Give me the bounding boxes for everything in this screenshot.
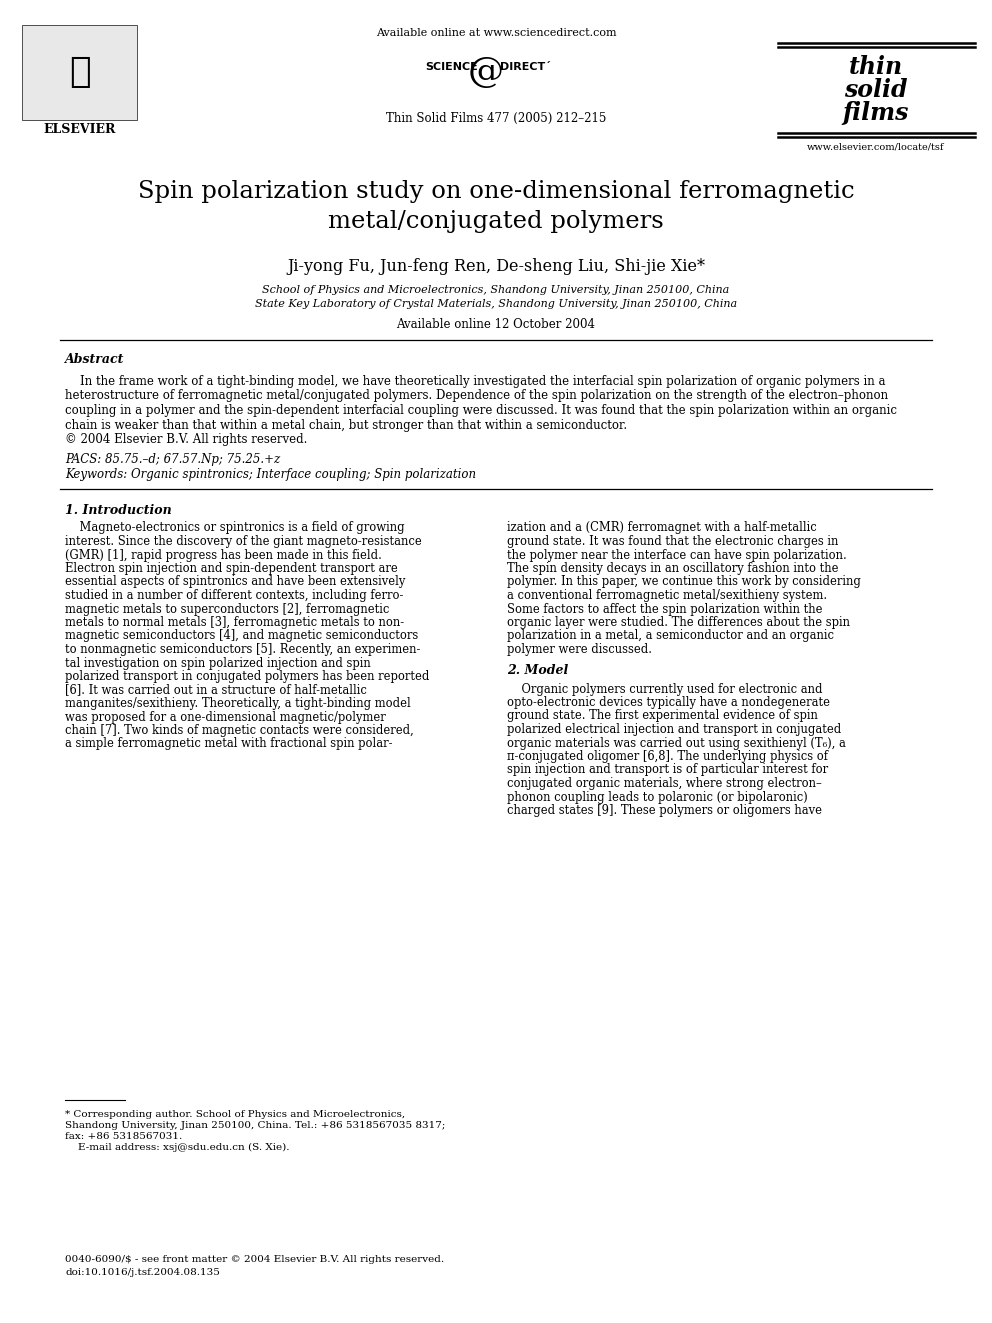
Text: 2. Model: 2. Model bbox=[507, 664, 568, 677]
Text: chain is weaker than that within a metal chain, but stronger than that within a : chain is weaker than that within a metal… bbox=[65, 418, 627, 431]
Text: Available online at www.sciencedirect.com: Available online at www.sciencedirect.co… bbox=[376, 28, 616, 38]
Text: organic layer were studied. The differences about the spin: organic layer were studied. The differen… bbox=[507, 617, 850, 628]
Text: In the frame work of a tight-binding model, we have theoretically investigated t: In the frame work of a tight-binding mod… bbox=[65, 374, 886, 388]
Text: manganites/sexithieny. Theoretically, a tight-binding model: manganites/sexithieny. Theoretically, a … bbox=[65, 697, 411, 710]
Text: magnetic metals to superconductors [2], ferromagnetic: magnetic metals to superconductors [2], … bbox=[65, 602, 390, 615]
Text: opto-electronic devices typically have a nondegenerate: opto-electronic devices typically have a… bbox=[507, 696, 830, 709]
Text: Thin Solid Films 477 (2005) 212–215: Thin Solid Films 477 (2005) 212–215 bbox=[386, 112, 606, 124]
Text: © 2004 Elsevier B.V. All rights reserved.: © 2004 Elsevier B.V. All rights reserved… bbox=[65, 433, 308, 446]
Text: (GMR) [1], rapid progress has been made in this field.: (GMR) [1], rapid progress has been made … bbox=[65, 549, 382, 561]
Text: polarized electrical injection and transport in conjugated: polarized electrical injection and trans… bbox=[507, 722, 841, 736]
Text: a simple ferromagnetic metal with fractional spin polar-: a simple ferromagnetic metal with fracti… bbox=[65, 737, 393, 750]
Text: ground state. The first experimental evidence of spin: ground state. The first experimental evi… bbox=[507, 709, 817, 722]
Text: doi:10.1016/j.tsf.2004.08.135: doi:10.1016/j.tsf.2004.08.135 bbox=[65, 1267, 220, 1277]
Text: the polymer near the interface can have spin polarization.: the polymer near the interface can have … bbox=[507, 549, 847, 561]
Text: was proposed for a one-dimensional magnetic/polymer: was proposed for a one-dimensional magne… bbox=[65, 710, 386, 724]
Text: polarized transport in conjugated polymers has been reported: polarized transport in conjugated polyme… bbox=[65, 669, 430, 683]
Text: E-mail address: xsj@sdu.edu.cn (S. Xie).: E-mail address: xsj@sdu.edu.cn (S. Xie). bbox=[65, 1143, 290, 1152]
Text: Available online 12 October 2004: Available online 12 October 2004 bbox=[397, 318, 595, 331]
Text: Magneto-electronics or spintronics is a field of growing: Magneto-electronics or spintronics is a … bbox=[65, 521, 405, 534]
Text: to nonmagnetic semiconductors [5]. Recently, an experimen-: to nonmagnetic semiconductors [5]. Recen… bbox=[65, 643, 421, 656]
Text: * Corresponding author. School of Physics and Microelectronics,: * Corresponding author. School of Physic… bbox=[65, 1110, 405, 1119]
Text: phonon coupling leads to polaronic (or bipolaronic): phonon coupling leads to polaronic (or b… bbox=[507, 791, 807, 803]
Text: studied in a number of different contexts, including ferro-: studied in a number of different context… bbox=[65, 589, 404, 602]
Text: [6]. It was carried out in a structure of half-metallic: [6]. It was carried out in a structure o… bbox=[65, 684, 367, 696]
Text: magnetic semiconductors [4], and magnetic semiconductors: magnetic semiconductors [4], and magneti… bbox=[65, 630, 419, 643]
Text: 1. Introduction: 1. Introduction bbox=[65, 504, 172, 516]
Text: Keywords: Organic spintronics; Interface coupling; Spin polarization: Keywords: Organic spintronics; Interface… bbox=[65, 468, 476, 482]
Text: conjugated organic materials, where strong electron–: conjugated organic materials, where stro… bbox=[507, 777, 821, 790]
Text: polarization in a metal, a semiconductor and an organic: polarization in a metal, a semiconductor… bbox=[507, 630, 834, 643]
Text: Some factors to affect the spin polarization within the: Some factors to affect the spin polariza… bbox=[507, 602, 822, 615]
Text: Organic polymers currently used for electronic and: Organic polymers currently used for elec… bbox=[507, 683, 822, 696]
Text: metals to normal metals [3], ferromagnetic metals to non-: metals to normal metals [3], ferromagnet… bbox=[65, 617, 404, 628]
Text: spin injection and transport is of particular interest for: spin injection and transport is of parti… bbox=[507, 763, 828, 777]
Text: π-conjugated oligomer [6,8]. The underlying physics of: π-conjugated oligomer [6,8]. The underly… bbox=[507, 750, 828, 763]
Text: State Key Laboratory of Crystal Materials, Shandong University, Jinan 250100, Ch: State Key Laboratory of Crystal Material… bbox=[255, 299, 737, 310]
Text: Shandong University, Jinan 250100, China. Tel.: +86 5318567035 8317;: Shandong University, Jinan 250100, China… bbox=[65, 1121, 445, 1130]
Text: organic materials was carried out using sexithienyl (T₆), a: organic materials was carried out using … bbox=[507, 737, 846, 750]
Text: ground state. It was found that the electronic charges in: ground state. It was found that the elec… bbox=[507, 534, 838, 548]
Text: Electron spin injection and spin-dependent transport are: Electron spin injection and spin-depende… bbox=[65, 562, 398, 576]
Text: polymer. In this paper, we continue this work by considering: polymer. In this paper, we continue this… bbox=[507, 576, 861, 589]
Text: essential aspects of spintronics and have been extensively: essential aspects of spintronics and hav… bbox=[65, 576, 406, 589]
Text: ELSEVIER: ELSEVIER bbox=[44, 123, 116, 136]
FancyBboxPatch shape bbox=[22, 25, 137, 120]
Text: thin
solid
films: thin solid films bbox=[843, 56, 910, 126]
Text: tal investigation on spin polarized injection and spin: tal investigation on spin polarized inje… bbox=[65, 656, 371, 669]
Text: School of Physics and Microelectronics, Shandong University, Jinan 250100, China: School of Physics and Microelectronics, … bbox=[262, 284, 730, 295]
Text: Spin polarization study on one-dimensional ferromagnetic: Spin polarization study on one-dimension… bbox=[138, 180, 854, 202]
Text: a conventional ferromagnetic metal/sexithieny system.: a conventional ferromagnetic metal/sexit… bbox=[507, 589, 827, 602]
Text: ization and a (CMR) ferromagnet with a half-metallic: ization and a (CMR) ferromagnet with a h… bbox=[507, 521, 816, 534]
Text: SCIENCE: SCIENCE bbox=[425, 62, 478, 71]
Text: interest. Since the discovery of the giant magneto-resistance: interest. Since the discovery of the gia… bbox=[65, 534, 422, 548]
Text: chain [7]. Two kinds of magnetic contacts were considered,: chain [7]. Two kinds of magnetic contact… bbox=[65, 724, 414, 737]
Text: Abstract: Abstract bbox=[65, 353, 124, 366]
Text: heterostructure of ferromagnetic metal/conjugated polymers. Dependence of the sp: heterostructure of ferromagnetic metal/c… bbox=[65, 389, 888, 402]
Text: 🌳: 🌳 bbox=[69, 56, 91, 89]
Text: www.elsevier.com/locate/tsf: www.elsevier.com/locate/tsf bbox=[807, 143, 944, 152]
Text: metal/conjugated polymers: metal/conjugated polymers bbox=[328, 210, 664, 233]
Text: The spin density decays in an oscillatory fashion into the: The spin density decays in an oscillator… bbox=[507, 562, 838, 576]
Text: charged states [9]. These polymers or oligomers have: charged states [9]. These polymers or ol… bbox=[507, 804, 822, 818]
Text: DIRECT´: DIRECT´ bbox=[500, 62, 551, 71]
Text: coupling in a polymer and the spin-dependent interfacial coupling were discussed: coupling in a polymer and the spin-depen… bbox=[65, 404, 897, 417]
Text: @: @ bbox=[468, 56, 504, 89]
Text: fax: +86 5318567031.: fax: +86 5318567031. bbox=[65, 1132, 183, 1140]
Text: PACS: 85.75.–d; 67.57.Np; 75.25.+z: PACS: 85.75.–d; 67.57.Np; 75.25.+z bbox=[65, 454, 281, 467]
Text: polymer were discussed.: polymer were discussed. bbox=[507, 643, 652, 656]
Text: Ji-yong Fu, Jun-feng Ren, De-sheng Liu, Shi-jie Xie*: Ji-yong Fu, Jun-feng Ren, De-sheng Liu, … bbox=[287, 258, 705, 275]
Text: 0040-6090/$ - see front matter © 2004 Elsevier B.V. All rights reserved.: 0040-6090/$ - see front matter © 2004 El… bbox=[65, 1256, 444, 1263]
